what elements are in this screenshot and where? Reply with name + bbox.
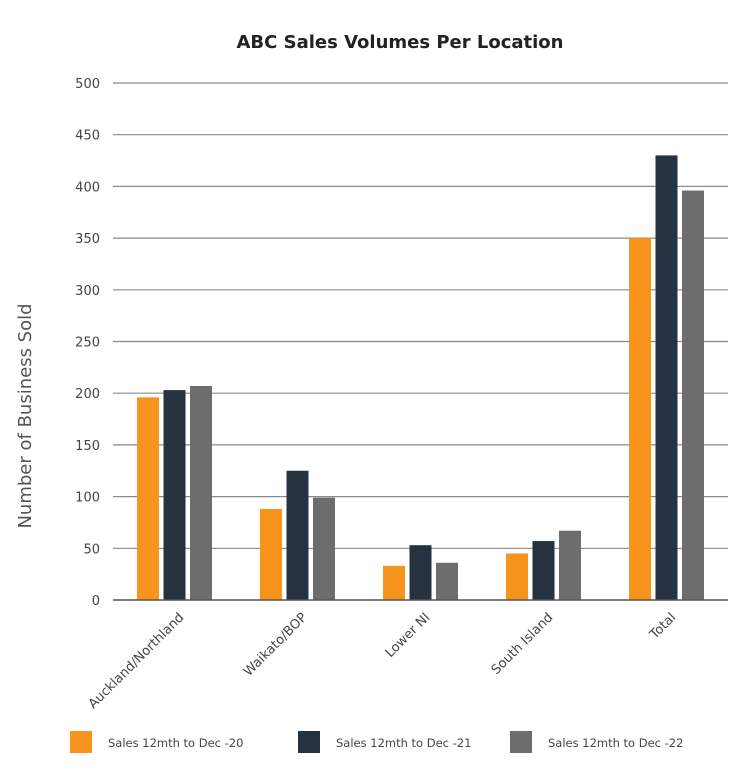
bar-2-4 [532,541,555,600]
category-label: Auckland/Northland [86,610,188,712]
legend-swatch [70,731,92,753]
bar-1-5 [629,238,651,600]
bar-1-1 [137,397,159,600]
bar-1-3 [383,565,405,600]
gridlines [113,82,728,549]
category-label: Lower NI [383,610,434,661]
y-tick-label: 250 [75,336,100,351]
legend-swatch [298,731,320,753]
legend-label: Sales 12mth to Dec -21 [336,736,471,750]
bar-2-5 [655,155,678,600]
y-tick-label: 500 [75,77,100,92]
y-tick-label: 200 [75,387,100,402]
bar-1-4 [506,553,528,600]
legend-label: Sales 12mth to Dec -22 [548,736,683,750]
y-axis-label: Number of Business Sold [15,303,36,528]
y-tick-label: 0 [92,594,100,609]
bars [137,155,704,600]
y-tick-label: 50 [83,542,100,557]
category-label: South Island [489,610,557,678]
bar-3-4 [559,530,581,600]
category-label: Waikato/BOP [241,610,310,679]
legend-label: Sales 12mth to Dec -20 [108,736,243,750]
legend-swatch [510,731,532,753]
y-axis-ticks: 0 50 100 150 200 250 300 350 400 450 500 [75,77,100,609]
y-tick-label: 150 [75,439,100,454]
legend: Sales 12mth to Dec -20 Sales 12mth to Dec… [70,731,683,753]
bar-2-2 [286,470,309,600]
y-tick-label: 450 [75,129,100,144]
y-tick-label: 350 [75,232,100,247]
category-label: Total [647,610,680,643]
bar-3-1 [190,385,212,600]
bar-3-2 [313,497,335,600]
bar-3-5 [682,190,704,600]
y-tick-label: 100 [75,491,100,506]
bar-2-1 [163,390,186,600]
bar-1-2 [260,509,282,600]
chart-title: ABC Sales Volumes Per Location [237,32,564,53]
y-tick-label: 400 [75,180,100,195]
x-axis-categories: Auckland/Northland Waikato/BOP Lower NI Sou… [86,610,680,712]
bar-3-3 [436,562,458,600]
y-tick-label: 300 [75,284,100,299]
bar-2-3 [409,545,432,600]
